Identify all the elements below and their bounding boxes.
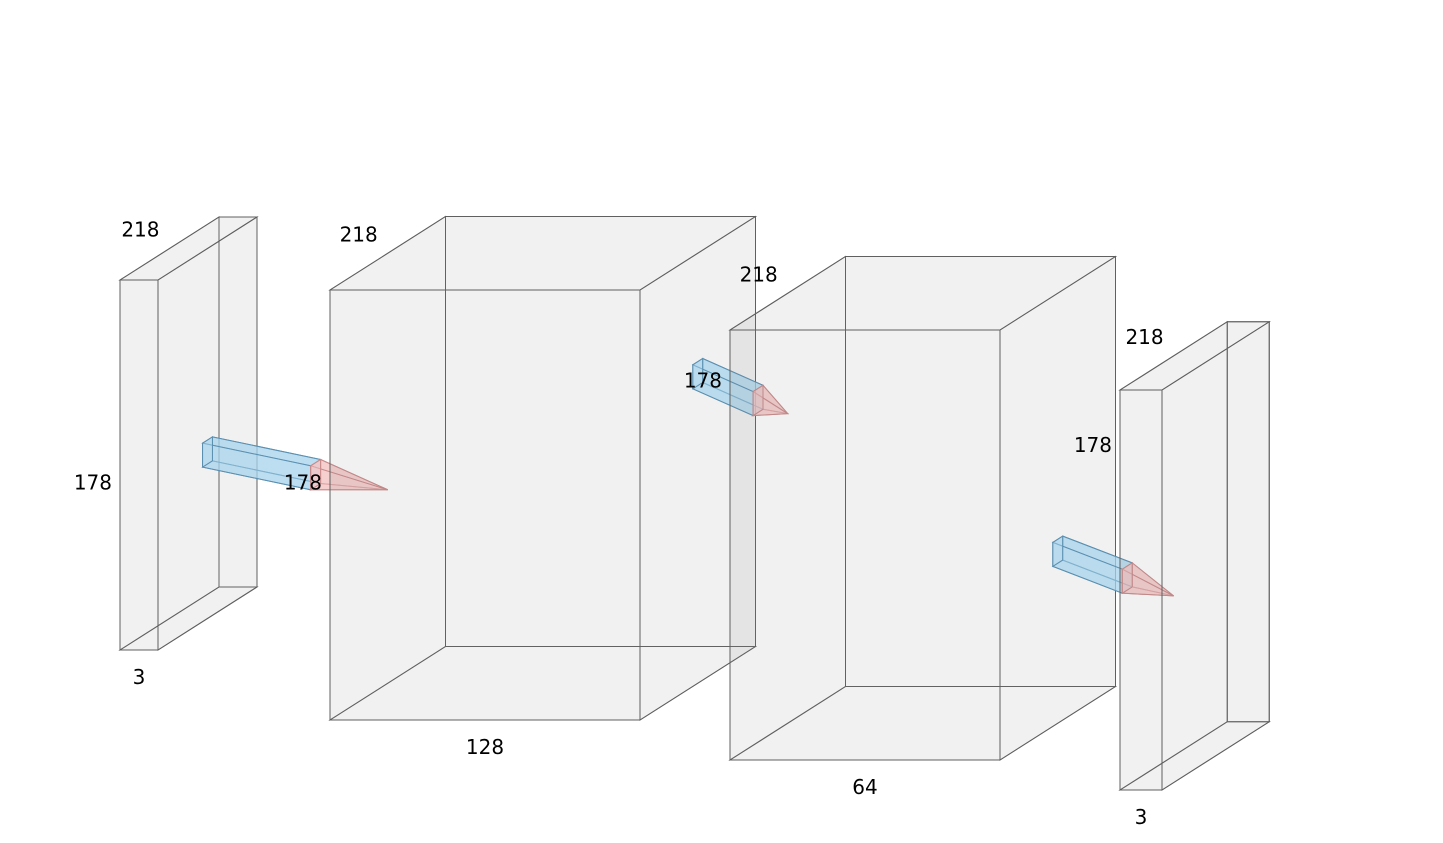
layer-conv2 [730, 257, 1116, 761]
label-side-output: 178 [1074, 433, 1112, 457]
nn-architecture-diagram: 218 178 3 218 178 128 218 178 64 218 178 3 [0, 0, 1443, 843]
label-side-input: 178 [74, 471, 112, 495]
layer-conv1 [330, 217, 756, 721]
label-bottom-input: 3 [133, 665, 146, 689]
label-top-conv2: 218 [740, 262, 778, 286]
label-side-conv1: 178 [284, 471, 322, 495]
label-top-output: 218 [1125, 325, 1163, 349]
label-top-conv1: 218 [340, 222, 378, 246]
label-side-conv2: 178 [684, 369, 722, 393]
layer-output [1120, 322, 1269, 790]
layer-input [120, 217, 257, 650]
label-bottom-conv2: 64 [852, 775, 877, 799]
label-bottom-output: 3 [1135, 805, 1148, 829]
label-top-input: 218 [121, 218, 159, 242]
label-bottom-conv1: 128 [466, 735, 504, 759]
